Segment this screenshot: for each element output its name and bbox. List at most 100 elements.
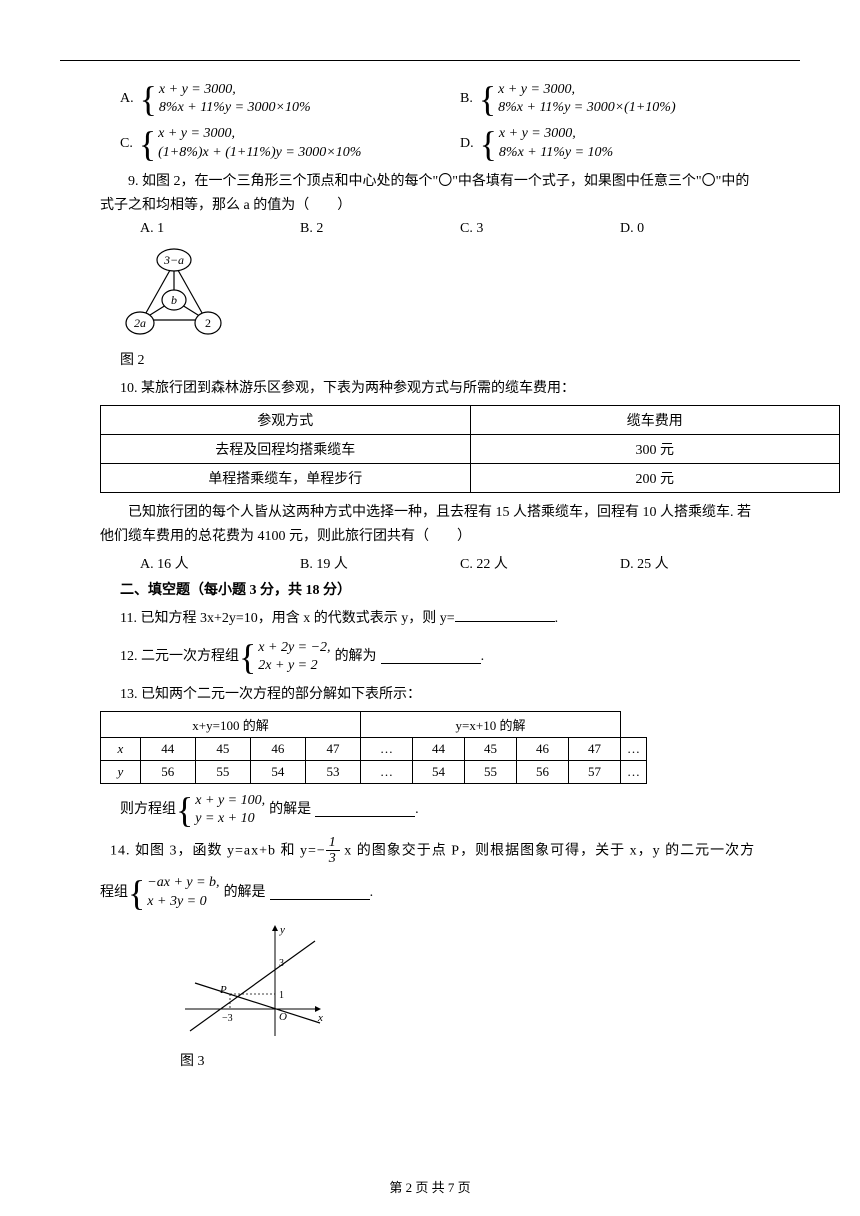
cell: 56: [140, 760, 195, 783]
opt-label: B.: [460, 91, 473, 107]
page-footer: 第 2 页 共 7 页: [0, 1177, 860, 1196]
cell: 44: [413, 737, 465, 760]
cell: 单程搭乘缆车，单程步行: [101, 464, 471, 493]
eq-system: x + y = 100, y = x + 10: [195, 792, 265, 828]
table-row: y 56555453…54555657…: [101, 760, 647, 783]
q10-choices: A. 16 人 B. 19 人 C. 22 人 D. 25 人: [140, 553, 800, 573]
eq-line: 2x + y = 2: [258, 657, 330, 675]
q14-mid: x 的图象交于点 P，则根据图象可得，关于 x，y 的二元一次方: [340, 843, 755, 858]
q9-d: D. 0: [620, 221, 780, 237]
q10-table: 参观方式缆车费用 去程及回程均搭乘缆车300 元 单程搭乘缆车，单程步行200 …: [100, 405, 840, 493]
q11-post: .: [555, 611, 559, 626]
q13-mid: 的解是: [269, 798, 311, 822]
row-label: y: [101, 760, 141, 783]
q13-pre: 则方程组: [120, 798, 176, 822]
fraction: 13: [326, 836, 340, 866]
eq-system: x + y = 3000, (1+8%)x + (1+11%)y = 3000×…: [158, 125, 361, 161]
eq-line: −ax + y = b,: [147, 874, 219, 892]
q13-table: x+y=100 的解 y=x+10 的解 x 44454647…44454647…: [100, 711, 647, 784]
q10-text2: 已知旅行团的每个人皆从这两种方式中选择一种，且去程有 15 人搭乘缆车，回程有 …: [60, 501, 800, 549]
q11-pre: 11. 已知方程 3x+2y=10，用含 x 的代数式表示 y，则 y=: [120, 611, 455, 626]
q10-d: D. 25 人: [620, 553, 780, 573]
eq-line: x + 3y = 0: [147, 893, 219, 911]
q14-fig-label: 图 3: [180, 1050, 800, 1070]
denominator: 3: [326, 851, 340, 866]
q10-text: 10. 某旅行团到森林游乐区参观，下表为两种参观方式与所需的缆车费用：: [120, 377, 800, 401]
axis-y-label: y: [279, 924, 285, 936]
eq-line: x + y = 3000,: [499, 125, 613, 143]
cell: 47: [569, 737, 621, 760]
cell: 56: [517, 760, 569, 783]
eq-line: x + y = 3000,: [498, 81, 676, 99]
brace-icon: {: [128, 875, 145, 911]
brace-icon: {: [139, 126, 156, 162]
eq-system: x + y = 3000, 8%x + 11%y = 10%: [499, 125, 613, 161]
table-row: 参观方式缆车费用: [101, 406, 840, 435]
q8-opt-a: A. { x + y = 3000, 8%x + 11%y = 3000×10%: [120, 81, 460, 117]
node-top: 3−a: [163, 253, 184, 267]
cell: 45: [195, 737, 250, 760]
row-label: x: [101, 737, 141, 760]
cell: 200 元: [470, 464, 840, 493]
q10-a: A. 16 人: [140, 553, 300, 573]
q9-c: C. 3: [460, 221, 620, 237]
cell: …: [361, 760, 413, 783]
blank: [455, 608, 555, 622]
eq-line: x + y = 100,: [195, 792, 265, 810]
node-mid: b: [171, 293, 177, 307]
cell: 46: [250, 737, 305, 760]
cell: 44: [140, 737, 195, 760]
opt-label: A.: [120, 91, 134, 107]
q13-text: 13. 已知两个二元一次方程的部分解如下表所示：: [120, 683, 800, 707]
q9-choices: A. 1 B. 2 C. 3 D. 0: [140, 221, 800, 237]
q12-mid: 的解为: [335, 645, 377, 669]
q14-pre2: 程组: [100, 881, 128, 905]
table-row: x 44454647…44454647…: [101, 737, 647, 760]
q8-row-ab: A. { x + y = 3000, 8%x + 11%y = 3000×10%…: [120, 81, 800, 117]
eq-system: x + 2y = −2, 2x + y = 2: [258, 639, 330, 675]
cell: 300 元: [470, 435, 840, 464]
cell: 55: [195, 760, 250, 783]
eq-line: 8%x + 11%y = 10%: [499, 144, 613, 162]
q10-b: B. 19 人: [300, 553, 460, 573]
col-header: y=x+10 的解: [361, 711, 621, 737]
cell: …: [621, 760, 647, 783]
tick-neg3: −3: [222, 1013, 233, 1024]
numerator: 1: [326, 836, 340, 851]
cell: 46: [517, 737, 569, 760]
q14-line1: 14. 如图 3，函数 y=ax+b 和 y=−13 x 的图象交于点 P，则根…: [110, 836, 800, 866]
q12-pre: 12. 二元一次方程组: [120, 645, 239, 669]
blank: [315, 803, 415, 817]
cell: 54: [413, 760, 465, 783]
eq-line: 8%x + 11%y = 3000×(1+10%): [498, 99, 676, 117]
eq-system: x + y = 3000, 8%x + 11%y = 3000×(1+10%): [498, 81, 676, 117]
brace-icon: {: [239, 639, 256, 675]
cell: 53: [305, 760, 360, 783]
page-top-rule: [60, 60, 800, 61]
opt-label: C.: [120, 136, 133, 152]
eq-line: x + y = 3000,: [159, 81, 311, 99]
axis-x-label: x: [317, 1012, 323, 1024]
section-2-title: 二、填空题（每小题 3 分，共 18 分）: [120, 579, 800, 599]
cell: 45: [465, 737, 517, 760]
col-header: x+y=100 的解: [101, 711, 361, 737]
q12-post: .: [481, 645, 485, 669]
table-row: 去程及回程均搭乘缆车300 元: [101, 435, 840, 464]
q14-post: .: [370, 881, 374, 905]
cell: 47: [305, 737, 360, 760]
opt-label: D.: [460, 136, 474, 152]
q9-b: B. 2: [300, 221, 460, 237]
q13-post: .: [415, 798, 419, 822]
eq-system: x + y = 3000, 8%x + 11%y = 3000×10%: [159, 81, 311, 117]
col-header: 缆车费用: [470, 406, 840, 435]
node-right: 2: [205, 316, 211, 330]
cell: …: [621, 737, 647, 760]
q9-text: 9. 如图 2，在一个三角形三个顶点和中心处的每个"〇"中各填有一个式子，如果图…: [60, 170, 800, 218]
cell: 54: [250, 760, 305, 783]
point-p: P: [219, 984, 227, 996]
q9-diagram: 3−a b 2a 2: [120, 245, 800, 345]
q14-pre: 14. 如图 3，函数 y=ax+b 和 y=−: [110, 843, 326, 858]
cell: 去程及回程均搭乘缆车: [101, 435, 471, 464]
table-row: 单程搭乘缆车，单程步行200 元: [101, 464, 840, 493]
cell: 57: [569, 760, 621, 783]
